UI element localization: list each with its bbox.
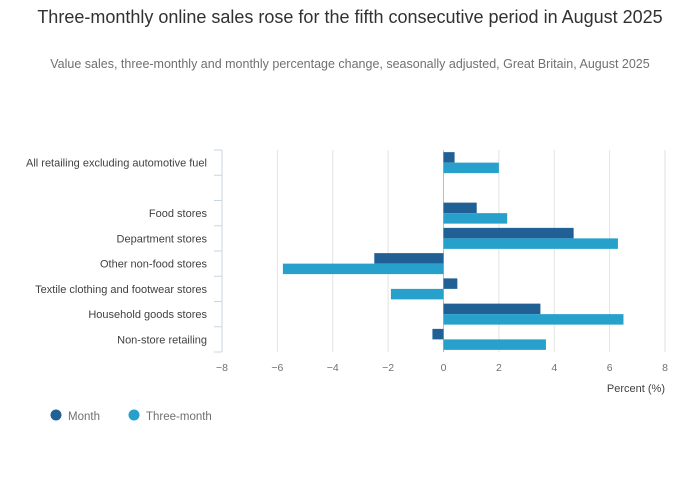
category-label: Food stores bbox=[149, 208, 208, 220]
bar-three-month[interactable] bbox=[443, 339, 546, 350]
bar-three-month[interactable] bbox=[443, 213, 508, 224]
bar-month[interactable] bbox=[443, 227, 574, 239]
bar-month[interactable] bbox=[443, 303, 541, 315]
bars bbox=[282, 152, 624, 350]
category-label: All retailing excluding automotive fuel bbox=[26, 158, 207, 170]
category-label: Household goods stores bbox=[88, 309, 207, 321]
category-label: Textile clothing and footwear stores bbox=[35, 284, 207, 296]
category-label: Department stores bbox=[117, 233, 208, 245]
bar-month[interactable] bbox=[374, 253, 444, 264]
chart-title: Three-monthly online sales rose for the … bbox=[37, 7, 663, 27]
x-tick-label: −2 bbox=[382, 362, 394, 374]
legend-marker bbox=[128, 409, 140, 421]
legend-label[interactable]: Month bbox=[68, 411, 100, 423]
chart-subtitle: Value sales, three-monthly and monthly p… bbox=[50, 57, 650, 71]
x-axis-title: Percent (%) bbox=[607, 383, 665, 395]
legend-label[interactable]: Three-month bbox=[146, 411, 212, 423]
bar-month[interactable] bbox=[432, 328, 444, 340]
x-tick-label: 2 bbox=[496, 362, 502, 374]
x-tick-label: −4 bbox=[327, 362, 339, 374]
category-label: Other non-food stores bbox=[100, 259, 208, 271]
category-label: Non-store retailing bbox=[117, 334, 207, 346]
x-tick-label: −8 bbox=[216, 362, 228, 374]
bar-month[interactable] bbox=[443, 278, 458, 289]
bar-month[interactable] bbox=[443, 202, 477, 214]
bar-three-month[interactable] bbox=[390, 288, 444, 300]
bar-three-month[interactable] bbox=[443, 314, 624, 325]
x-tick-label: 8 bbox=[662, 362, 668, 374]
bar-three-month[interactable] bbox=[443, 162, 499, 174]
category-axis: All retailing excluding automotive fuel F… bbox=[26, 149, 223, 353]
x-tick-label: 4 bbox=[551, 362, 557, 374]
legend[interactable]: Month Three-month bbox=[50, 409, 212, 424]
bar-month[interactable] bbox=[443, 152, 455, 163]
legend-marker bbox=[50, 409, 62, 421]
x-tick-label: −6 bbox=[271, 362, 283, 374]
x-tick-label: 6 bbox=[607, 362, 613, 374]
x-axis-ticks: −8 −6 −4 −2 0 2 4 6 8 bbox=[216, 362, 668, 374]
bar-three-month[interactable] bbox=[443, 238, 618, 249]
bar-three-month[interactable] bbox=[282, 263, 444, 275]
x-tick-label: 0 bbox=[441, 362, 447, 374]
